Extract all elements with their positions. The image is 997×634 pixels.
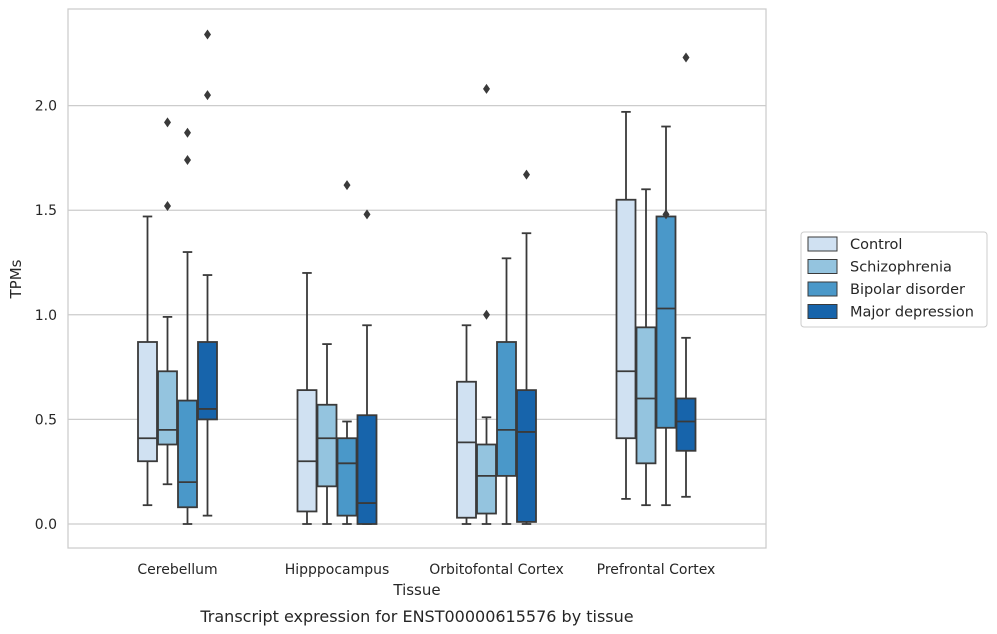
iqr-box [675,397,697,452]
box-plot [356,209,378,525]
box-plot [675,52,697,498]
legend-swatch [807,281,838,297]
legend: Control Schizophrenia Bipolar disorder Majo… [800,231,988,328]
box-plot [157,117,178,486]
iqr-box [157,370,178,446]
box-plot [456,324,477,525]
legend-frame [800,231,988,328]
plot-frame [67,8,767,549]
iqr-box [356,414,378,525]
legend-label: Schizophrenia [850,260,952,276]
iqr-box [197,341,218,421]
iqr-box [336,437,358,517]
legend-swatch [807,259,838,274]
box-plot [137,215,158,507]
x-tick-label: Cerebellum [137,562,217,578]
iqr-box [635,326,657,465]
box-plot [615,110,637,500]
outlier-point [343,180,351,191]
outlier-point [523,169,530,180]
box-plot [496,257,517,525]
iqr-box [137,341,158,463]
y-axis-label: TPMs [7,259,25,299]
x-axis-ticks: Cerebellum Hipppocampus Orbitofontal Corte… [137,562,715,578]
x-axis-label: Tissue [392,581,440,599]
x-tick-label: Prefrontal Cortex [597,562,716,578]
box-plot [296,272,318,525]
figure-caption: Transcript expression for ENST0000061557… [199,607,633,626]
box-plot [655,125,677,507]
outlier-point [363,209,371,220]
iqr-box [516,389,537,523]
box-plot [476,83,497,525]
y-tick-label: 1.5 [35,203,57,219]
iqr-box [615,198,637,440]
outlier-point [662,209,670,220]
box-plot [197,29,218,517]
outlier-point [483,309,490,320]
y-axis-ticks: 0.0 0.5 1.0 1.5 2.0 [35,99,57,533]
box-plot [177,127,198,525]
iqr-box [177,399,198,509]
outlier-point [483,83,490,94]
y-tick-label: 1.0 [35,308,57,324]
iqr-box [296,389,318,513]
outlier-point [164,117,171,128]
box-plots [137,29,697,525]
legend-swatch [807,236,838,252]
outlier-point [204,90,211,101]
box-plot [516,169,537,525]
iqr-box [655,215,677,429]
iqr-box [496,341,517,477]
legend-label: Bipolar disorder [850,282,965,298]
x-tick-label: Hipppocampus [285,562,390,578]
outlier-point [682,52,690,63]
outlier-point [184,127,191,138]
outlier-point [164,201,171,212]
box-plot [316,343,338,525]
outlier-point [184,154,191,165]
legend-label: Major depression [850,305,974,321]
box-plot [635,188,657,507]
y-tick-label: 0.0 [35,517,57,533]
y-tick-label: 2.0 [35,99,57,115]
box-plot [336,180,358,525]
iqr-box [456,380,477,519]
legend-swatch [807,304,838,319]
x-tick-label: Orbitofontal Cortex [429,562,564,578]
legend-label: Control [850,237,902,253]
iqr-box [476,443,497,515]
y-tick-label: 0.5 [35,412,57,428]
iqr-box [316,403,338,488]
outlier-point [204,29,211,40]
